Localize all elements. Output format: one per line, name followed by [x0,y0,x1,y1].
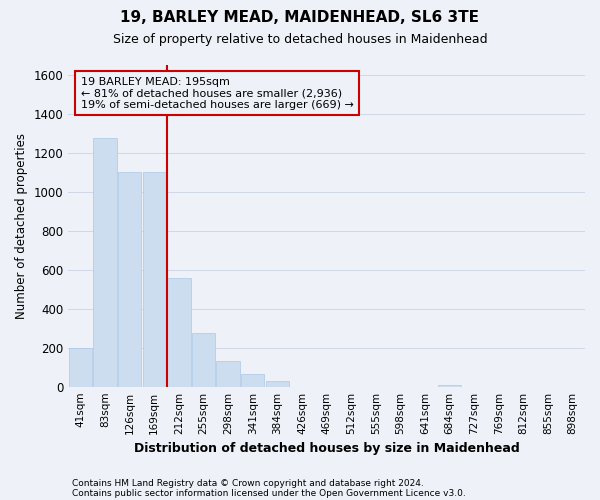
X-axis label: Distribution of detached houses by size in Maidenhead: Distribution of detached houses by size … [134,442,520,455]
Bar [118,172,142,386]
Bar [266,381,289,386]
Y-axis label: Number of detached properties: Number of detached properties [15,133,28,319]
Bar [192,333,215,386]
Text: 19, BARLEY MEAD, MAIDENHEAD, SL6 3TE: 19, BARLEY MEAD, MAIDENHEAD, SL6 3TE [121,10,479,25]
Text: Contains public sector information licensed under the Open Government Licence v3: Contains public sector information licen… [72,488,466,498]
Text: Size of property relative to detached houses in Maidenhead: Size of property relative to detached ho… [113,32,487,46]
Text: 19 BARLEY MEAD: 195sqm
← 81% of detached houses are smaller (2,936)
19% of semi-: 19 BARLEY MEAD: 195sqm ← 81% of detached… [81,76,353,110]
Bar [69,348,92,387]
Bar [94,138,117,386]
Bar [438,384,461,386]
Bar [167,278,191,386]
Text: Contains HM Land Registry data © Crown copyright and database right 2024.: Contains HM Land Registry data © Crown c… [72,478,424,488]
Bar [241,374,265,386]
Bar [143,172,166,386]
Bar [217,362,240,386]
